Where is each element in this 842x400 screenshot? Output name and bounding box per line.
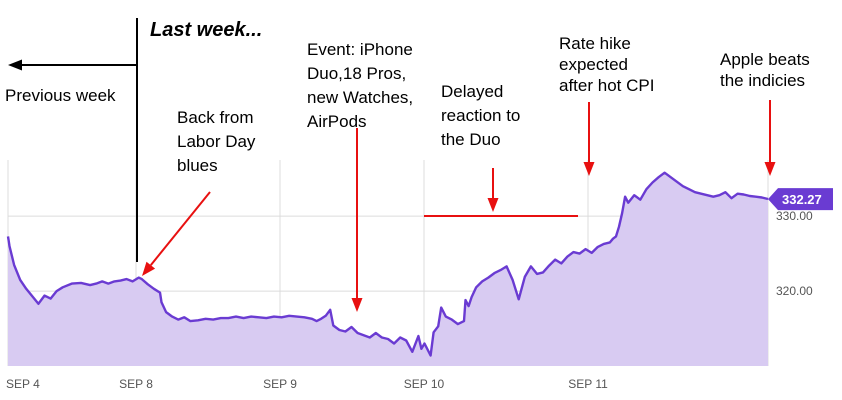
annotation-labor-day-line-0: Back from <box>177 108 254 127</box>
labor-day-arrow <box>142 191 211 276</box>
delayed-arrow <box>487 168 499 212</box>
delayed-arrow-head <box>487 198 499 212</box>
last-price-label: 332.27 <box>782 192 822 207</box>
rate-hike-arrow <box>583 102 595 176</box>
rate-hike-arrow-head <box>583 162 595 176</box>
last-price-tag: 332.27 <box>768 188 833 211</box>
annotation-apple-beats: Apple beats the indicies <box>720 50 810 90</box>
annotation-rate-hike-line-2: after hot CPI <box>559 76 654 95</box>
apple-beats-arrow <box>764 100 776 176</box>
last-price-tag-shape <box>768 188 833 211</box>
annotations: Last week... Previous week Back from Labor … <box>5 19 810 175</box>
annotation-last-week: Last week... <box>150 19 262 41</box>
x-tick-label-1: SEP 8 <box>119 377 153 391</box>
price-area-fill <box>8 172 768 366</box>
y-tick-label-1: 330.00 <box>776 209 813 223</box>
annotation-labor-day-line-1: Labor Day <box>177 132 256 151</box>
x-tick-label-2: SEP 9 <box>263 377 297 391</box>
x-tick-label-3: SEP 10 <box>404 377 445 391</box>
annotation-previous-week-line-0: Previous week <box>5 86 116 105</box>
annotation-rate-hike: Rate hike expected after hot CPI <box>559 34 654 95</box>
annotation-delayed-line-1: reaction to <box>441 106 520 125</box>
annotation-labor-day-line-2: blues <box>177 156 218 175</box>
annotation-rate-hike-line-1: expected <box>559 55 628 74</box>
annotation-apple-beats-line-0: Apple beats <box>720 50 810 69</box>
previous-week-arrow-head <box>8 59 22 71</box>
annotation-delayed-line-0: Delayed <box>441 82 503 101</box>
annotation-last-week-line-0: Last week... <box>150 19 262 41</box>
event-arrow-head <box>351 298 363 312</box>
annotation-delayed: Delayed reaction to the Duo <box>441 82 520 149</box>
annotation-event-line-2: new Watches, <box>307 88 413 107</box>
labor-day-arrow-head <box>142 261 156 276</box>
event-arrow <box>351 128 363 312</box>
x-tick-label-4: SEP 11 <box>568 377 608 391</box>
y-axis-tick-labels: 320.00 330.00 <box>776 209 813 298</box>
annotation-previous-week: Previous week <box>5 86 116 105</box>
labor-day-arrow-shaft <box>150 191 211 266</box>
apple-beats-arrow-head <box>764 162 776 176</box>
previous-week-arrow <box>8 59 136 71</box>
x-axis-tick-labels: SEP 4 SEP 8 SEP 9 SEP 10 SEP 11 <box>6 377 608 391</box>
y-tick-label-0: 320.00 <box>776 284 813 298</box>
price-line <box>6 171 769 357</box>
annotation-event-line-0: Event: iPhone <box>307 40 413 59</box>
annotation-rate-hike-line-0: Rate hike <box>559 34 631 53</box>
annotation-event-line-1: Duo,18 Pros, <box>307 64 406 83</box>
annotation-event: Event: iPhone Duo,18 Pros, new Watches, Air… <box>307 40 413 131</box>
annotation-delayed-line-2: the Duo <box>441 130 501 149</box>
annotation-event-line-3: AirPods <box>307 112 367 131</box>
annotation-apple-beats-line-1: the indicies <box>720 71 805 90</box>
annotation-arrows <box>8 59 776 312</box>
annotation-labor-day: Back from Labor Day blues <box>177 108 256 175</box>
x-tick-label-0: SEP 4 <box>6 377 40 391</box>
